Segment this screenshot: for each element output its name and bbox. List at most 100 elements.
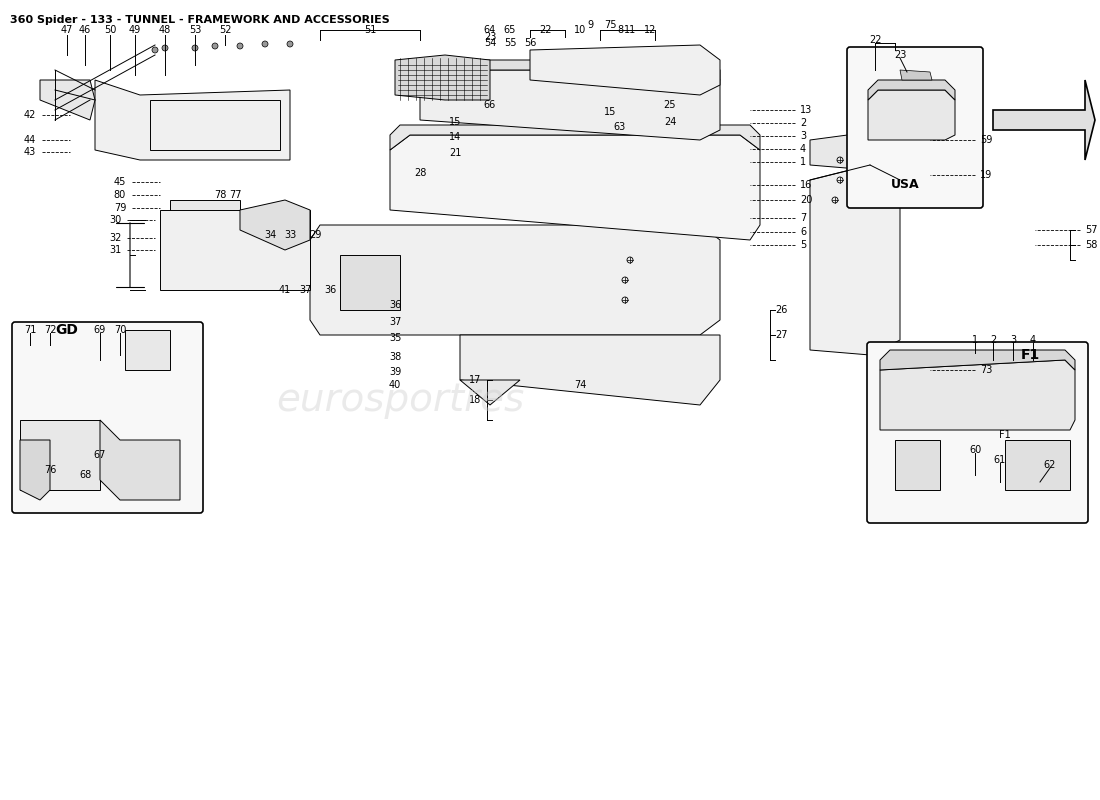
Text: 54: 54 [484, 38, 496, 48]
Text: 34: 34 [264, 230, 276, 240]
Polygon shape [460, 335, 720, 405]
Text: 31: 31 [109, 245, 121, 255]
Text: 6: 6 [800, 227, 806, 237]
Text: 58: 58 [1085, 240, 1098, 250]
Polygon shape [1005, 440, 1070, 490]
Text: 43: 43 [24, 147, 36, 157]
Text: 22: 22 [869, 35, 881, 45]
Text: 56: 56 [524, 38, 536, 48]
Text: 18: 18 [469, 395, 481, 405]
Text: 70: 70 [113, 325, 127, 335]
Circle shape [162, 45, 168, 51]
Text: 65: 65 [504, 25, 516, 35]
Polygon shape [395, 55, 490, 100]
Text: 80: 80 [114, 190, 126, 200]
Text: 2: 2 [990, 335, 997, 345]
Text: 25: 25 [663, 100, 676, 110]
Text: 20: 20 [800, 195, 813, 205]
Text: 39: 39 [389, 367, 402, 377]
Text: 9: 9 [587, 20, 593, 30]
Text: 30: 30 [109, 215, 121, 225]
Text: 71: 71 [24, 325, 36, 335]
Text: 36: 36 [323, 285, 337, 295]
FancyArrowPatch shape [997, 112, 1057, 128]
Polygon shape [390, 135, 760, 240]
Text: 12: 12 [644, 25, 657, 35]
Text: 77: 77 [229, 190, 241, 200]
Text: GD: GD [55, 323, 78, 337]
Text: 19: 19 [980, 170, 992, 180]
Text: 33: 33 [284, 230, 296, 240]
Polygon shape [170, 200, 240, 280]
Text: 57: 57 [1085, 225, 1098, 235]
Polygon shape [20, 440, 50, 500]
Text: 46: 46 [79, 25, 91, 35]
FancyBboxPatch shape [867, 342, 1088, 523]
Text: 360 Spider - 133 - TUNNEL - FRAMEWORK AND ACCESSORIES: 360 Spider - 133 - TUNNEL - FRAMEWORK AN… [10, 15, 389, 25]
Polygon shape [880, 360, 1075, 430]
Text: 27: 27 [774, 330, 788, 340]
Text: 37: 37 [299, 285, 311, 295]
Polygon shape [868, 90, 955, 140]
Text: 74: 74 [574, 380, 586, 390]
Text: 7: 7 [800, 213, 806, 223]
Polygon shape [100, 420, 180, 500]
Circle shape [192, 45, 198, 51]
Polygon shape [868, 80, 955, 100]
Text: 40: 40 [389, 380, 402, 390]
Text: 4: 4 [800, 144, 806, 154]
Text: 69: 69 [94, 325, 106, 335]
Text: 67: 67 [94, 450, 107, 460]
Polygon shape [880, 350, 1075, 370]
Text: 35: 35 [388, 333, 401, 343]
Circle shape [236, 43, 243, 49]
Text: 64: 64 [484, 25, 496, 35]
Text: 75: 75 [604, 20, 616, 30]
Text: 60: 60 [969, 445, 981, 455]
Text: 4: 4 [1030, 335, 1036, 345]
Text: 15: 15 [449, 117, 461, 127]
Text: 13: 13 [800, 105, 812, 115]
Text: 61: 61 [994, 455, 1006, 465]
Text: 26: 26 [774, 305, 788, 315]
Text: 76: 76 [44, 465, 56, 475]
Text: 11: 11 [624, 25, 636, 35]
Text: 10: 10 [574, 25, 586, 35]
Text: 3: 3 [1010, 335, 1016, 345]
Text: 63: 63 [614, 122, 626, 132]
Text: 16: 16 [800, 180, 812, 190]
Text: eurosportres: eurosportres [276, 381, 524, 419]
Text: 15: 15 [604, 107, 616, 117]
Polygon shape [530, 45, 720, 95]
Text: USA: USA [891, 178, 920, 191]
Text: 79: 79 [113, 203, 127, 213]
Text: 17: 17 [469, 375, 481, 385]
Text: 2: 2 [800, 118, 806, 128]
Text: 23: 23 [484, 32, 496, 42]
Text: 73: 73 [980, 365, 992, 375]
Polygon shape [810, 165, 900, 355]
Text: 5: 5 [800, 240, 806, 250]
Text: 42: 42 [24, 110, 36, 120]
Circle shape [152, 47, 158, 53]
Text: 36: 36 [389, 300, 402, 310]
Text: 8: 8 [617, 25, 623, 35]
Polygon shape [125, 330, 170, 370]
Text: 49: 49 [129, 25, 141, 35]
Text: 41: 41 [279, 285, 292, 295]
Polygon shape [420, 70, 720, 140]
Polygon shape [340, 255, 400, 310]
Text: 1: 1 [800, 157, 806, 167]
Text: 1: 1 [972, 335, 978, 345]
Polygon shape [993, 80, 1094, 160]
Text: 47: 47 [60, 25, 74, 35]
Text: 38: 38 [389, 352, 402, 362]
Polygon shape [900, 70, 932, 80]
Text: 28: 28 [414, 168, 426, 178]
Polygon shape [390, 125, 760, 150]
Text: 50: 50 [103, 25, 117, 35]
Text: 22: 22 [539, 25, 551, 35]
Polygon shape [20, 420, 100, 490]
Circle shape [212, 43, 218, 49]
Text: 21: 21 [449, 148, 461, 158]
